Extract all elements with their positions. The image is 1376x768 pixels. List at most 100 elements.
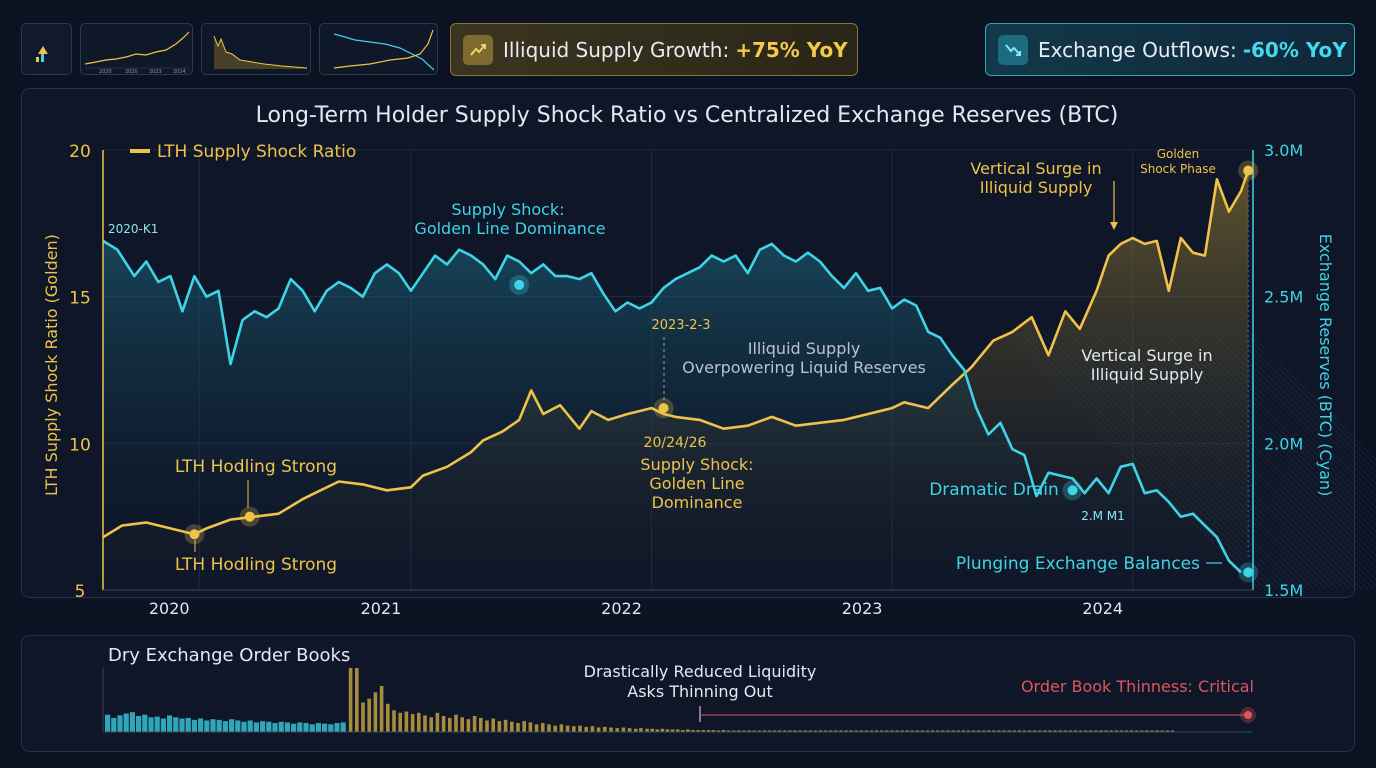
order-book-bar-gold bbox=[905, 730, 909, 732]
order-book-bar-teal bbox=[291, 723, 297, 732]
exchange-reserves-line[interactable] bbox=[102, 239, 1242, 574]
order-book-bar-gold bbox=[777, 730, 782, 732]
order-book-bar-gold bbox=[823, 730, 828, 732]
marker-plunging[interactable] bbox=[1243, 567, 1254, 578]
order-book-bar-gold bbox=[1124, 730, 1129, 732]
order-book-bar-gold bbox=[762, 730, 767, 732]
order-book-bar-teal bbox=[297, 722, 303, 732]
order-book-status-dot bbox=[1244, 711, 1252, 719]
date-2023-label: 2023-2-3 bbox=[651, 318, 710, 333]
order-book-bar-gold bbox=[1089, 730, 1093, 732]
order-book-bar-gold bbox=[737, 730, 741, 732]
order-book-bar-gold bbox=[584, 726, 588, 732]
chart-title: Long-Term Holder Supply Shock Ratio vs C… bbox=[256, 103, 1119, 128]
order-book-bar-gold bbox=[1073, 730, 1078, 732]
order-book-bar-teal bbox=[204, 720, 210, 732]
vertical-surge-mid-annotation: Vertical Surge in Illiquid Supply bbox=[1081, 346, 1212, 384]
lth-ratio-line[interactable] bbox=[102, 170, 1250, 539]
marker-lth-low[interactable] bbox=[189, 529, 200, 540]
svg-text:2023: 2023 bbox=[149, 69, 162, 75]
kpi-cyan-value: -60% YoY bbox=[1242, 37, 1347, 62]
illiquid-overpower-2: Overpowering Liquid Reserves bbox=[682, 358, 926, 377]
supply-shock-mid-1: Supply Shock: bbox=[640, 455, 753, 474]
order-book-bar-gold bbox=[578, 725, 582, 732]
order-book-bar-gold bbox=[793, 730, 797, 732]
order-book-bar-teal bbox=[123, 713, 129, 732]
order-book-bar-teal bbox=[229, 719, 235, 732]
order-book-bar-gold bbox=[767, 730, 772, 732]
order-book-bar-gold bbox=[386, 703, 390, 732]
marker-lth-upper[interactable] bbox=[244, 511, 255, 522]
order-book-bar-gold bbox=[590, 726, 595, 732]
order-book-bar-gold bbox=[803, 730, 807, 732]
order-book-bar-gold bbox=[747, 730, 751, 732]
lth-hodl-lower: LTH Hodling Strong bbox=[175, 555, 337, 575]
order-book-bar-gold bbox=[367, 698, 371, 732]
order-book-bar-gold bbox=[448, 717, 452, 732]
order-book-bar-gold bbox=[522, 721, 526, 732]
order-book-bar-teal bbox=[160, 718, 166, 732]
order-book-bar-teal bbox=[272, 723, 278, 732]
supply-shock-mid-2: Golden Line bbox=[649, 474, 744, 493]
order-book-bar-teal bbox=[105, 714, 111, 732]
marker-dramatic-drain[interactable] bbox=[1067, 485, 1078, 496]
thumb-chart-gold-decline[interactable] bbox=[201, 23, 311, 75]
order-book-bar-gold bbox=[379, 685, 384, 732]
order-book-bar-gold bbox=[361, 702, 365, 732]
order-book-bar-gold bbox=[1017, 730, 1022, 732]
order-book-bar-gold bbox=[1109, 730, 1113, 732]
order-book-bar-gold bbox=[920, 730, 925, 732]
order-book-bar-gold bbox=[466, 719, 471, 732]
order-book-bar-gold bbox=[603, 726, 607, 732]
order-book-bar-gold bbox=[696, 730, 700, 732]
order-book-bar-gold bbox=[528, 722, 533, 732]
x-tick-label: 2023 bbox=[842, 599, 883, 618]
order-book-bar-gold bbox=[1104, 730, 1108, 732]
left-tick-label: 10 bbox=[69, 435, 91, 455]
order-book-annotation-2: Asks Thinning Out bbox=[627, 682, 772, 701]
order-book-bar-gold bbox=[1083, 730, 1088, 732]
order-book-bar-gold bbox=[479, 717, 483, 732]
order-book-bar-gold bbox=[854, 730, 858, 732]
order-book-bar-gold bbox=[1048, 730, 1052, 732]
logo-tile[interactable] bbox=[21, 23, 72, 75]
order-book-bar-gold bbox=[834, 730, 838, 732]
order-book-bar-gold bbox=[553, 725, 557, 732]
order-book-bar-gold bbox=[392, 710, 396, 732]
order-book-status: Order Book Thinness: Critical bbox=[1021, 677, 1254, 696]
golden-phase-annotation: Golden Shock Phase bbox=[1140, 147, 1216, 176]
order-book-bar-gold bbox=[915, 730, 920, 732]
order-book-bar-teal bbox=[241, 721, 247, 732]
order-book-bar-gold bbox=[951, 730, 955, 732]
order-book-bar-gold bbox=[534, 724, 539, 732]
order-book-bar-gold bbox=[813, 730, 818, 732]
vertical-surge-top-annotation: Vertical Surge in Illiquid Supply bbox=[970, 159, 1118, 230]
order-book-bar-teal bbox=[148, 717, 154, 732]
order-book-bar-gold bbox=[1155, 730, 1159, 732]
order-book-bar-gold bbox=[783, 730, 787, 732]
order-book-bar-gold bbox=[752, 730, 756, 732]
supply-shock-mid-annotation: Supply Shock: Golden Line Dominance bbox=[640, 455, 753, 512]
order-book-bar-gold bbox=[497, 721, 502, 732]
order-book-bar-gold bbox=[966, 730, 971, 732]
order-book-bar-gold bbox=[547, 724, 551, 732]
order-book-title: Dry Exchange Order Books bbox=[108, 645, 350, 666]
order-book-bar-gold bbox=[609, 727, 613, 732]
order-book-bar-teal bbox=[142, 714, 148, 732]
marker-supply-shock-mid[interactable] bbox=[658, 403, 669, 414]
order-book-bar-gold bbox=[971, 730, 976, 732]
order-book-bar-gold bbox=[565, 725, 570, 732]
marker-golden-phase[interactable] bbox=[1243, 165, 1254, 176]
order-book-bar-gold bbox=[675, 729, 680, 732]
svg-text:2020: 2020 bbox=[125, 69, 138, 75]
order-book-bar-gold bbox=[1002, 730, 1006, 732]
order-book-bar-gold bbox=[650, 728, 654, 732]
order-book-bar-gold bbox=[839, 730, 843, 732]
order-book-bar-gold bbox=[670, 729, 675, 732]
order-book-bar-gold bbox=[808, 730, 813, 732]
thumb-chart-cross[interactable] bbox=[319, 23, 438, 75]
thumb-chart-gold-rise[interactable]: 2020 2020 2023 2024 bbox=[80, 23, 193, 75]
marker-supply-shock-top[interactable] bbox=[514, 279, 525, 290]
order-book-bar-gold bbox=[874, 730, 879, 732]
order-book-bar-gold bbox=[559, 724, 564, 732]
